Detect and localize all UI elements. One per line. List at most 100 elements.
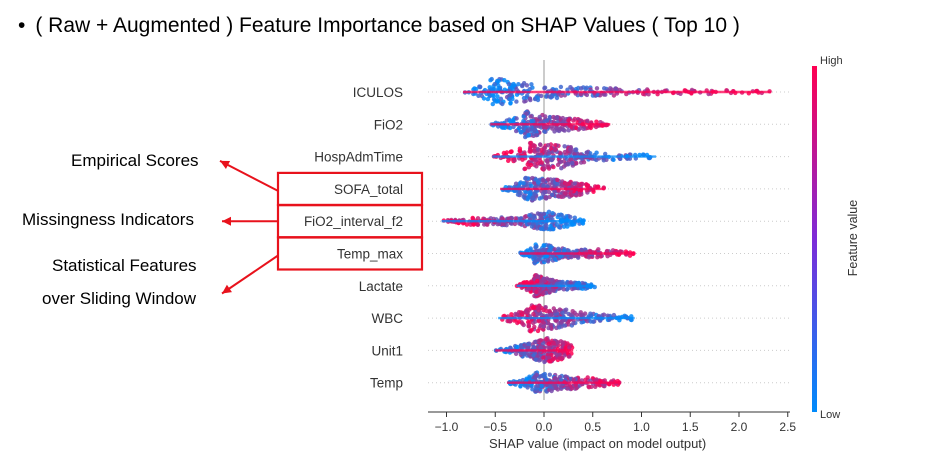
shap-point [549, 352, 554, 357]
shap-point [551, 341, 557, 346]
shap-point [542, 86, 547, 91]
feature-label: Temp [370, 376, 403, 391]
shap-point [554, 377, 559, 382]
shap-point [561, 194, 566, 199]
shap-point [487, 92, 492, 97]
shap-point [531, 118, 536, 124]
shap-point [549, 278, 554, 283]
shap-point [580, 181, 585, 187]
shap-point [591, 319, 596, 324]
feature-label: ICULOS [353, 85, 403, 100]
feature-label: Temp_max [337, 247, 403, 262]
shap-point [542, 145, 548, 151]
shap-point [552, 247, 557, 252]
shap-point [577, 126, 582, 131]
shap-point [548, 384, 553, 389]
shap-point [539, 195, 545, 200]
shap-point [530, 195, 535, 200]
shap-point [544, 158, 549, 163]
shap-point [523, 189, 528, 194]
shap-point [554, 126, 559, 131]
shap-point [583, 377, 588, 382]
shap-point [471, 222, 476, 227]
shap-point [511, 81, 516, 87]
shap-point [535, 275, 540, 280]
slide-title: • ( Raw + Augmented ) Feature Importance … [18, 14, 740, 38]
shap-point [611, 312, 617, 318]
shap-point [538, 345, 543, 350]
shap-point [581, 160, 587, 165]
shap-point [603, 151, 608, 157]
shap-point [541, 291, 546, 296]
shap-point [485, 96, 491, 102]
shap-point [576, 182, 581, 187]
shap-point [574, 253, 579, 259]
shap-point [543, 257, 548, 263]
shap-point [539, 160, 544, 165]
shap-point [501, 222, 506, 227]
shap-point [542, 129, 547, 134]
shap-point [547, 114, 553, 120]
shap-point [541, 355, 546, 360]
shap-point [549, 94, 554, 100]
shap-point [550, 253, 556, 258]
shap-point [546, 189, 552, 195]
shap-point [561, 119, 566, 124]
shap-point [558, 253, 563, 259]
shap-point [521, 181, 526, 186]
shap-point [527, 253, 532, 259]
shap-point [496, 86, 501, 91]
shap-point [602, 384, 607, 389]
shap-point [500, 101, 505, 107]
shap-point [547, 372, 552, 377]
shap-point [579, 320, 584, 325]
shap-point [550, 192, 555, 197]
shap-point [525, 196, 531, 201]
shap-point [560, 340, 565, 345]
shap-point [532, 192, 537, 197]
shap-point [544, 196, 549, 201]
shap-point [527, 96, 533, 101]
shap-point [490, 101, 495, 107]
feature-label: SOFA_total [334, 182, 403, 197]
shap-point [516, 82, 521, 87]
shap-point [537, 142, 543, 147]
title-text: ( Raw + Augmented ) Feature Importance b… [35, 14, 740, 37]
annotation-arrow [221, 254, 279, 295]
shap-point [525, 248, 530, 253]
shap-point [531, 344, 536, 350]
shap-point [528, 147, 533, 152]
shap-point [535, 383, 540, 388]
shap-point [547, 359, 552, 364]
shap-point [539, 383, 544, 389]
shap-point [542, 278, 547, 284]
shap-point [579, 247, 584, 253]
shap-point [515, 344, 520, 350]
shap-point [563, 345, 568, 350]
shap-point [565, 386, 570, 391]
shap-point [578, 86, 584, 91]
shap-point [532, 259, 538, 264]
shap-point [559, 213, 564, 218]
shap-point [520, 157, 525, 162]
shap-point [564, 307, 569, 312]
shap-point [476, 93, 481, 99]
shap-point [511, 124, 516, 130]
annotation-statistical-features: Statistical Features [52, 256, 197, 275]
feature-labels: ICULOS FiO2 HospAdmTime SOFA_total FiO2_inte… [304, 85, 403, 391]
shap-point [572, 181, 577, 186]
shap-point [585, 118, 590, 124]
shap-point [536, 147, 541, 153]
colorbar-high-label: High [820, 55, 843, 67]
shap-point [490, 92, 496, 98]
shap-point [566, 128, 571, 133]
shap-point [538, 213, 544, 218]
shap-point [594, 86, 600, 91]
shap-point [509, 312, 514, 317]
shap-point [546, 321, 551, 326]
shap-point [518, 130, 523, 135]
shap-point [553, 318, 558, 323]
shap-point [527, 374, 532, 379]
shap-point [594, 119, 599, 124]
shap-point [568, 214, 573, 220]
